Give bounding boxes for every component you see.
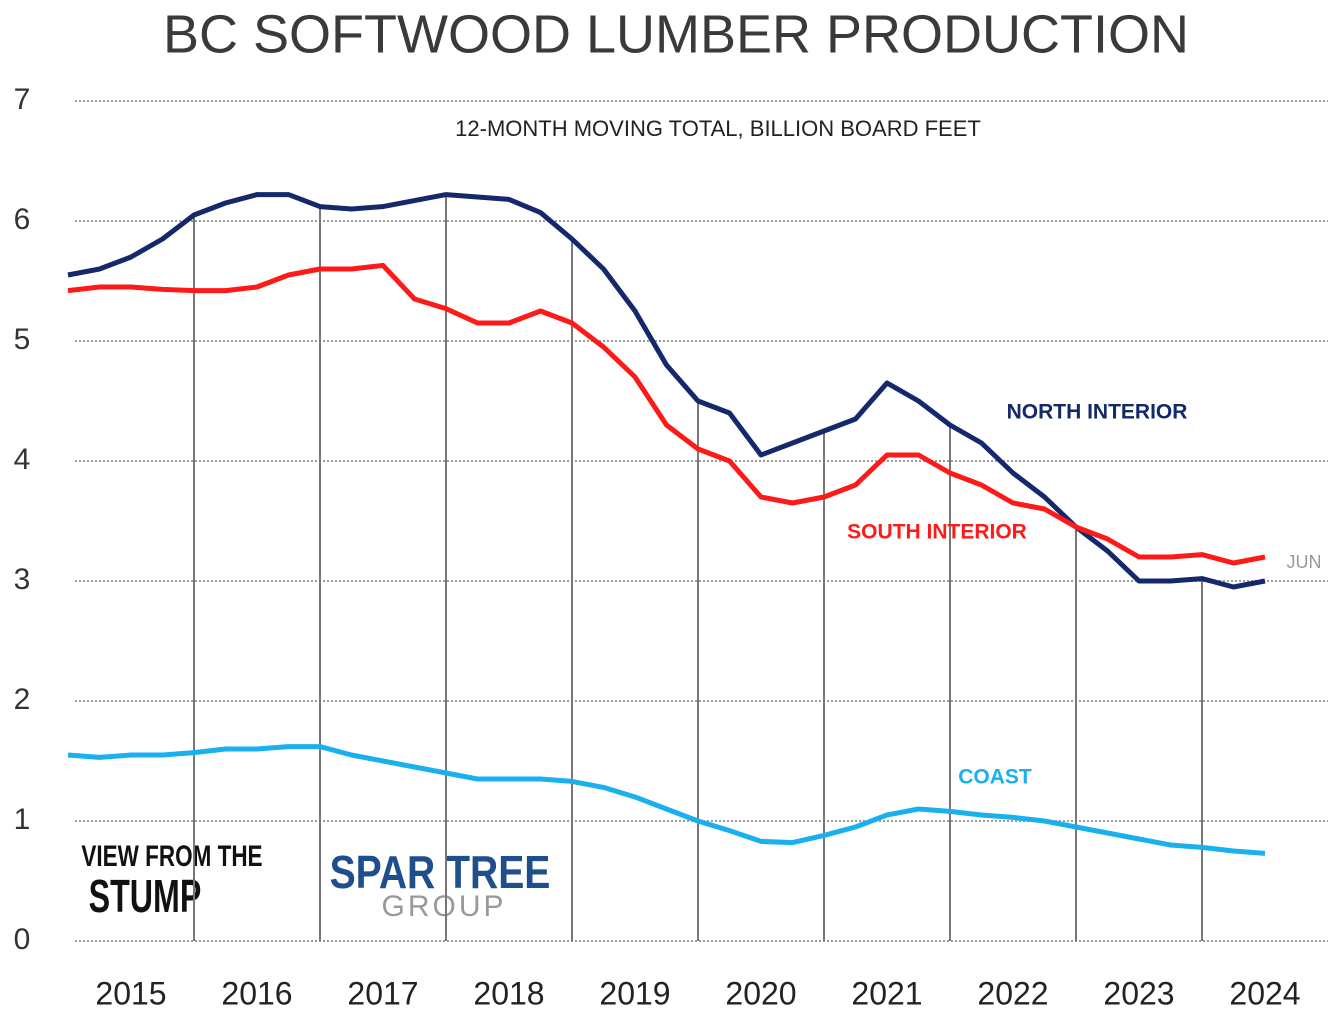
logo-text: STUMP <box>89 872 202 923</box>
x-tick-label: 2022 <box>977 975 1048 1011</box>
y-tick-label: 0 <box>14 923 31 956</box>
y-tick-label: 1 <box>14 803 31 836</box>
y-tick-label: 2 <box>14 683 31 716</box>
y-tick-label: 5 <box>14 323 31 356</box>
x-tick-label: 2023 <box>1103 975 1174 1011</box>
annotation: JUN <box>1287 552 1322 572</box>
series-line <box>67 744 1266 856</box>
x-tick-label: 2018 <box>473 975 544 1011</box>
y-tick-label: 3 <box>14 563 31 596</box>
series-label: SOUTH INTERIOR <box>847 521 1027 544</box>
x-tick-label: 2024 <box>1229 975 1300 1011</box>
series-line <box>67 262 1266 566</box>
series-label: COAST <box>958 766 1032 789</box>
x-tick-label: 2021 <box>851 975 922 1011</box>
logo-text: SPAR TREE <box>330 847 551 899</box>
series-line <box>67 192 1266 590</box>
x-tick-label: 2019 <box>599 975 670 1011</box>
logo-text: GROUP <box>381 890 506 923</box>
series-label: NORTH INTERIOR <box>1007 401 1188 424</box>
x-tick-label: 2020 <box>725 975 796 1011</box>
chart-title: BC SOFTWOOD LUMBER PRODUCTION <box>163 4 1189 64</box>
x-tick-label: 2016 <box>221 975 292 1011</box>
chart-subtitle: 12-MONTH MOVING TOTAL, BILLION BOARD FEE… <box>455 116 981 141</box>
y-tick-label: 7 <box>14 83 31 116</box>
y-tick-label: 4 <box>14 443 31 476</box>
x-tick-label: 2015 <box>95 975 166 1011</box>
x-tick-label: 2017 <box>347 975 418 1011</box>
logo-text: VIEW FROM THE <box>81 839 262 873</box>
y-tick-label: 6 <box>14 203 31 236</box>
